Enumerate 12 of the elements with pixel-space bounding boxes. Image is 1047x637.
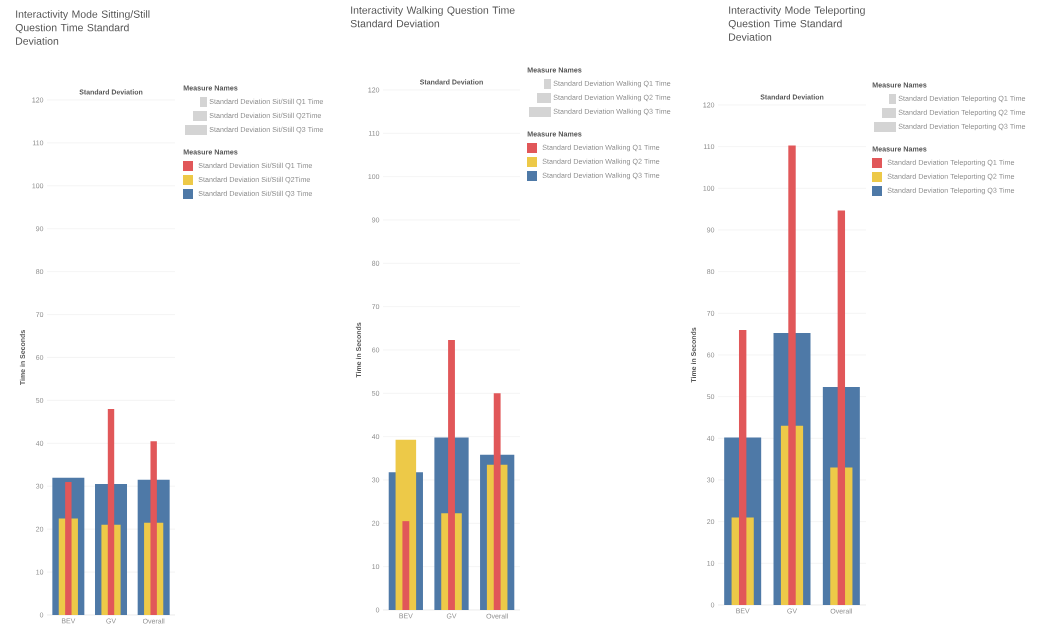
bar <box>788 145 796 605</box>
bar <box>837 210 846 605</box>
chart-title: Interactivity Walking Question Time Standard Deviation <box>350 6 515 28</box>
bar <box>402 521 410 610</box>
bar <box>738 329 747 605</box>
chart-title: Interactivity Mode Sitting/Still Question Time Standard Deviation <box>15 10 150 45</box>
bar <box>150 441 157 615</box>
bar <box>107 408 115 615</box>
bar <box>493 393 501 610</box>
chart-title: Interactivity Mode Teleporting Question Time Standard Deviation <box>728 6 865 41</box>
bar <box>448 340 455 610</box>
bar <box>65 481 72 615</box>
